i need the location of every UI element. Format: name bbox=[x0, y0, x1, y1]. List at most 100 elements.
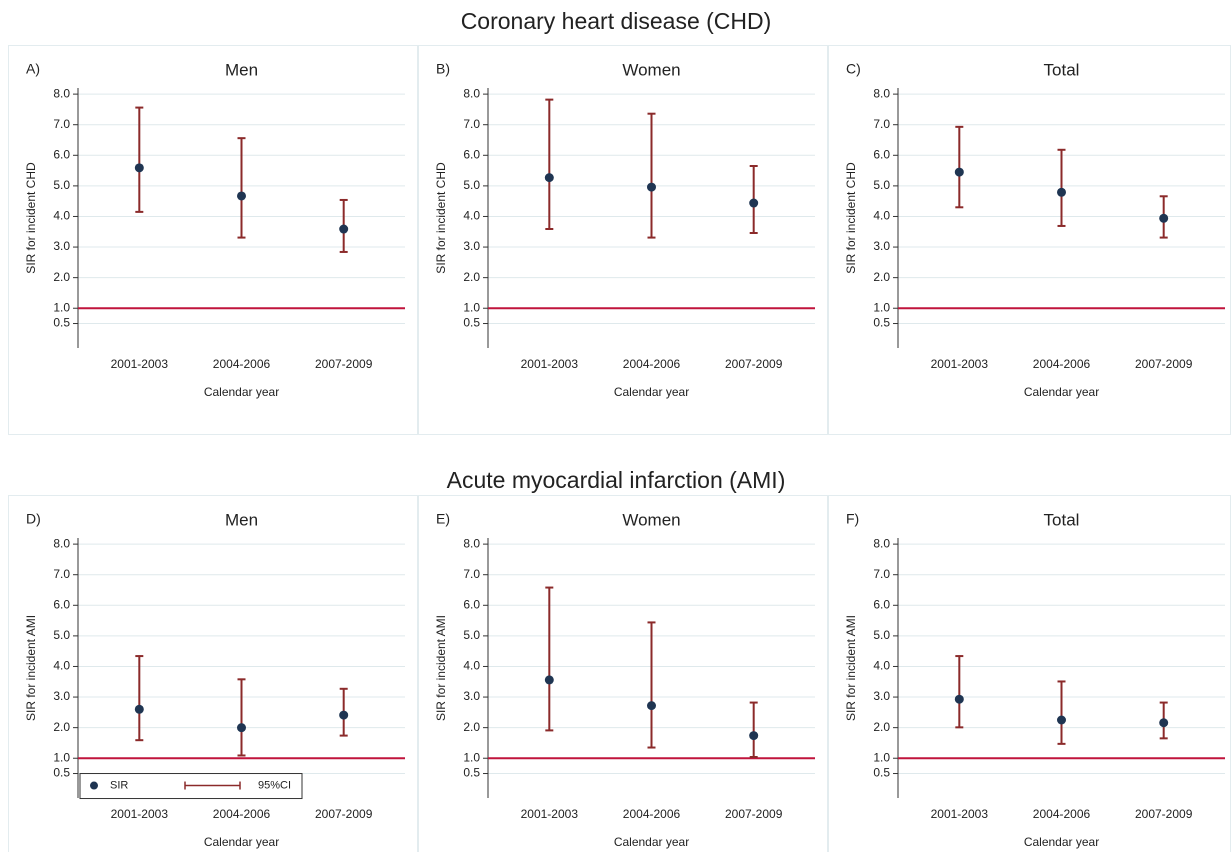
y-tick-label: 1.0 bbox=[53, 300, 70, 314]
panel-frame bbox=[8, 45, 418, 435]
point bbox=[1159, 718, 1169, 728]
y-tick-label: 5.0 bbox=[463, 628, 480, 642]
x-axis-label: Calendar year bbox=[614, 835, 689, 849]
point bbox=[749, 731, 759, 741]
x-tick-label: 2004-2006 bbox=[1033, 807, 1091, 821]
point bbox=[339, 710, 349, 720]
y-axis-label: SIR for incident CHD bbox=[24, 162, 38, 274]
y-tick-label: 3.0 bbox=[53, 689, 70, 703]
y-tick-label: 8.0 bbox=[463, 536, 480, 550]
x-axis-label: Calendar year bbox=[204, 385, 279, 399]
y-tick-label: 7.0 bbox=[463, 567, 480, 581]
y-tick-label: 5.0 bbox=[873, 628, 890, 642]
panel: D) Men 0.5 1.0 2.0 3.0 4.0 5.0 6.0 7.0 8.0 SIR for … bbox=[8, 495, 418, 852]
y-tick-label: 2.0 bbox=[53, 270, 70, 284]
y-tick-label: 4.0 bbox=[463, 209, 480, 223]
y-tick-label: 6.0 bbox=[463, 147, 480, 161]
x-tick-label: 2007-2009 bbox=[1135, 357, 1193, 371]
point bbox=[237, 723, 246, 733]
panel-frame bbox=[828, 45, 1231, 435]
y-tick-label: 0.5 bbox=[873, 766, 890, 780]
point bbox=[1057, 715, 1066, 725]
x-tick-label: 2001-2003 bbox=[521, 357, 579, 371]
point bbox=[954, 167, 964, 177]
y-tick-label: 1.0 bbox=[873, 300, 890, 314]
y-tick-label: 2.0 bbox=[463, 270, 480, 284]
y-tick-label: 3.0 bbox=[53, 239, 70, 253]
panel-title: Men bbox=[225, 510, 258, 529]
y-axis-label: SIR for incident AMI bbox=[24, 615, 38, 721]
y-tick-label: 4.0 bbox=[873, 209, 890, 223]
x-tick-label: 2007-2009 bbox=[725, 807, 783, 821]
panel: B) Women 0.5 1.0 2.0 3.0 4.0 5.0 6.0 7.0 8.0 SIR fo… bbox=[418, 45, 828, 435]
point bbox=[237, 191, 246, 201]
y-tick-label: 2.0 bbox=[873, 270, 890, 284]
y-tick-label: 4.0 bbox=[53, 209, 70, 223]
x-tick-label: 2001-2003 bbox=[521, 807, 579, 821]
panel-label: B) bbox=[436, 61, 450, 77]
y-tick-label: 5.0 bbox=[53, 628, 70, 642]
y-tick-label: 0.5 bbox=[463, 316, 480, 330]
panel-title: Men bbox=[225, 60, 258, 79]
y-tick-label: 8.0 bbox=[53, 86, 70, 100]
y-tick-label: 8.0 bbox=[873, 536, 890, 550]
y-tick-label: 7.0 bbox=[463, 117, 480, 131]
y-tick-label: 0.5 bbox=[53, 766, 70, 780]
panel-label: A) bbox=[26, 61, 40, 77]
point bbox=[749, 198, 759, 208]
section-title: Coronary heart disease (CHD) bbox=[461, 8, 772, 34]
panel-title: Women bbox=[622, 510, 680, 529]
y-tick-label: 2.0 bbox=[873, 720, 890, 734]
y-tick-label: 7.0 bbox=[873, 567, 890, 581]
y-tick-label: 8.0 bbox=[53, 536, 70, 550]
point bbox=[339, 224, 349, 234]
x-axis-label: Calendar year bbox=[204, 835, 279, 849]
y-tick-label: 8.0 bbox=[873, 86, 890, 100]
x-tick-label: 2004-2006 bbox=[623, 357, 681, 371]
y-tick-label: 1.0 bbox=[53, 750, 70, 764]
point bbox=[1159, 213, 1169, 223]
y-tick-label: 3.0 bbox=[873, 689, 890, 703]
point bbox=[134, 704, 144, 714]
x-axis-label: Calendar year bbox=[1024, 385, 1099, 399]
y-tick-label: 0.5 bbox=[53, 316, 70, 330]
y-tick-label: 7.0 bbox=[873, 117, 890, 131]
x-tick-label: 2001-2003 bbox=[931, 357, 989, 371]
x-tick-label: 2004-2006 bbox=[213, 807, 271, 821]
x-tick-label: 2004-2006 bbox=[213, 357, 271, 371]
panel-frame bbox=[418, 495, 828, 852]
y-axis-label: SIR for incident CHD bbox=[844, 162, 858, 274]
legend-label: 95%CI bbox=[258, 779, 291, 791]
y-tick-label: 6.0 bbox=[873, 597, 890, 611]
panel-title: Total bbox=[1044, 510, 1080, 529]
y-tick-label: 7.0 bbox=[53, 567, 70, 581]
x-tick-label: 2007-2009 bbox=[725, 357, 783, 371]
point bbox=[544, 173, 554, 183]
legend-point bbox=[90, 781, 98, 790]
point bbox=[647, 182, 656, 192]
y-tick-label: 8.0 bbox=[463, 86, 480, 100]
panel-frame bbox=[418, 45, 828, 435]
panel-title: Women bbox=[622, 60, 680, 79]
panel-label: D) bbox=[26, 511, 41, 527]
y-axis-label: SIR for incident CHD bbox=[434, 162, 448, 274]
y-tick-label: 7.0 bbox=[53, 117, 70, 131]
x-tick-label: 2007-2009 bbox=[315, 357, 373, 371]
y-tick-label: 4.0 bbox=[463, 659, 480, 673]
x-axis-label: Calendar year bbox=[1024, 835, 1099, 849]
panel-title: Total bbox=[1044, 60, 1080, 79]
y-tick-label: 6.0 bbox=[873, 147, 890, 161]
y-tick-label: 0.5 bbox=[463, 766, 480, 780]
panel-label: F) bbox=[846, 511, 859, 527]
x-tick-label: 2001-2003 bbox=[111, 807, 169, 821]
y-tick-label: 3.0 bbox=[463, 239, 480, 253]
panel: E) Women 0.5 1.0 2.0 3.0 4.0 5.0 6.0 7.0 8.0 SIR fo… bbox=[418, 495, 828, 852]
x-tick-label: 2001-2003 bbox=[111, 357, 169, 371]
x-tick-label: 2007-2009 bbox=[1135, 807, 1193, 821]
point bbox=[647, 701, 656, 711]
x-tick-label: 2007-2009 bbox=[315, 807, 373, 821]
panel: A) Men 0.5 1.0 2.0 3.0 4.0 5.0 6.0 7.0 8.0 SIR for … bbox=[8, 45, 418, 435]
y-tick-label: 5.0 bbox=[463, 178, 480, 192]
y-tick-label: 6.0 bbox=[53, 597, 70, 611]
